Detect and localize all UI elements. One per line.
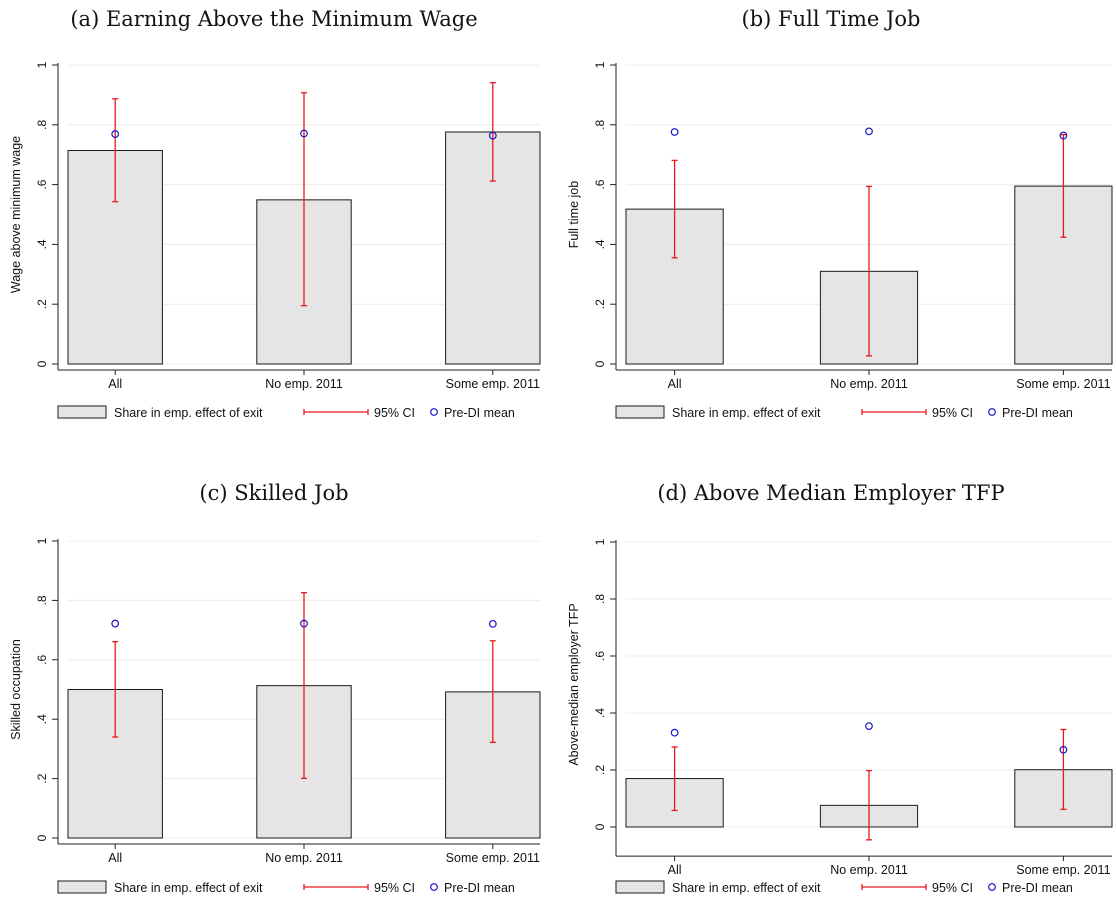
x-tick-label: All [668, 863, 682, 877]
y-tick-label: .8 [593, 594, 607, 604]
x-tick-label: No emp. 2011 [265, 377, 343, 391]
chart-panel-c: (c) Skilled Job 0 .2 .4 .6 .8 1 Skilled occupat… [9, 481, 541, 895]
pre-di-mean-point [111, 619, 120, 628]
y-tick-label: .6 [35, 654, 49, 664]
y-tick-label: 1 [35, 537, 49, 544]
pre-di-mean-point [1059, 745, 1068, 754]
legend-mean-marker [988, 883, 996, 891]
y-axis-title: Full time job [567, 181, 581, 248]
x-tick-label: All [108, 377, 122, 391]
y-tick-label: .2 [35, 299, 49, 309]
legend: Share in emp. effect of exit 95% CI Pre-DI… [57, 405, 515, 420]
y-tick-label: .4 [35, 714, 49, 724]
y-tick-label: .6 [35, 179, 49, 189]
pre-di-mean-point [865, 722, 873, 731]
legend-mean-label: Pre-DI mean [1002, 406, 1073, 420]
legend: Share in emp. effect of exit 95% CI Pre-DI… [57, 880, 515, 895]
y-axis-title: Above-median employer TFP [567, 603, 581, 765]
y-tick-label: 1 [593, 538, 607, 545]
legend-bar-swatch [615, 405, 665, 419]
pre-di-mean-point [488, 131, 497, 140]
x-tick-label: All [668, 377, 682, 391]
y-axis-title: Skilled occupation [9, 639, 23, 740]
legend: Share in emp. effect of exit 95% CI Pre-DI… [615, 880, 1073, 895]
y-tick-label: 0 [593, 823, 607, 830]
y-tick-label: 1 [593, 61, 607, 68]
pre-di-mean-point [111, 130, 120, 138]
legend-ci-label: 95% CI [932, 406, 973, 420]
legend-mean-label: Pre-DI mean [1002, 881, 1073, 895]
pre-di-mean-point [300, 619, 308, 628]
pre-di-mean-point [1059, 131, 1068, 140]
legend-ci-label: 95% CI [374, 881, 415, 895]
x-tick-label: All [108, 851, 122, 865]
legend-mean-marker [430, 883, 438, 891]
legend-bar-label: Share in emp. effect of exit [114, 881, 263, 895]
y-tick-label: 1 [35, 61, 49, 68]
panel-title: (a) Earning Above the Minimum Wage [70, 7, 477, 31]
legend-mean-marker [988, 408, 996, 416]
y-tick-label: .8 [593, 119, 607, 129]
x-tick-label: No emp. 2011 [830, 377, 908, 391]
legend-ci-label: 95% CI [932, 881, 973, 895]
y-tick-label: .8 [35, 119, 49, 129]
y-tick-label: .6 [593, 179, 607, 189]
y-tick-label: .4 [35, 239, 49, 249]
pre-di-mean-point [488, 619, 497, 628]
legend-bar-swatch [57, 405, 107, 419]
y-tick-label: 0 [35, 834, 49, 841]
x-tick-label: Some emp. 2011 [1016, 863, 1110, 877]
legend-bar-swatch [615, 880, 665, 894]
y-tick-label: .4 [593, 708, 607, 718]
legend-bar-label: Share in emp. effect of exit [114, 406, 263, 420]
legend-mean-label: Pre-DI mean [444, 406, 515, 420]
chart-panel-a: (a) Earning Above the Minimum Wage 0 .2 .4.… [9, 7, 541, 420]
legend-bar-swatch [57, 880, 107, 894]
x-tick-label: Some emp. 2011 [1016, 377, 1110, 391]
chart-panel-b: (b) Full Time Job 0 .2 .4 .6 .8 1 Full time job… [567, 7, 1113, 420]
x-tick-label: No emp. 2011 [265, 851, 343, 865]
legend-mean-marker [430, 408, 438, 416]
pre-di-mean-point [670, 728, 679, 737]
x-tick-label: Some emp. 2011 [446, 851, 540, 865]
legend-ci-label: 95% CI [374, 406, 415, 420]
pre-di-mean-point [865, 127, 873, 136]
y-tick-label: .6 [593, 651, 607, 661]
pre-di-mean-point [670, 128, 679, 136]
pre-di-mean-point [300, 129, 308, 138]
panel-title: (b) Full Time Job [742, 7, 921, 31]
x-tick-label: No emp. 2011 [830, 863, 908, 877]
panel-title: (c) Skilled Job [199, 481, 348, 505]
legend-mean-label: Pre-DI mean [444, 881, 515, 895]
legend-bar-label: Share in emp. effect of exit [672, 881, 821, 895]
chart-panel-d: (d) Above Median Employer TFP 0 .2 .4 .6 .8 1 A… [567, 481, 1113, 895]
y-tick-label: 0 [593, 360, 607, 367]
panel-title: (d) Above Median Employer TFP [657, 481, 1004, 505]
y-tick-label: 0 [35, 360, 49, 367]
legend: Share in emp. effect of exit 95% CI Pre-DI… [615, 405, 1073, 420]
y-tick-label: .2 [593, 299, 607, 309]
legend-bar-label: Share in emp. effect of exit [672, 406, 821, 420]
y-axis-title: Wage above minimum wage [9, 136, 23, 293]
y-tick-label: .8 [35, 595, 49, 605]
y-tick-label: .2 [35, 773, 49, 783]
y-tick-label: .4 [593, 239, 607, 249]
x-tick-label: Some emp. 2011 [446, 377, 540, 391]
y-tick-label: .2 [593, 765, 607, 775]
